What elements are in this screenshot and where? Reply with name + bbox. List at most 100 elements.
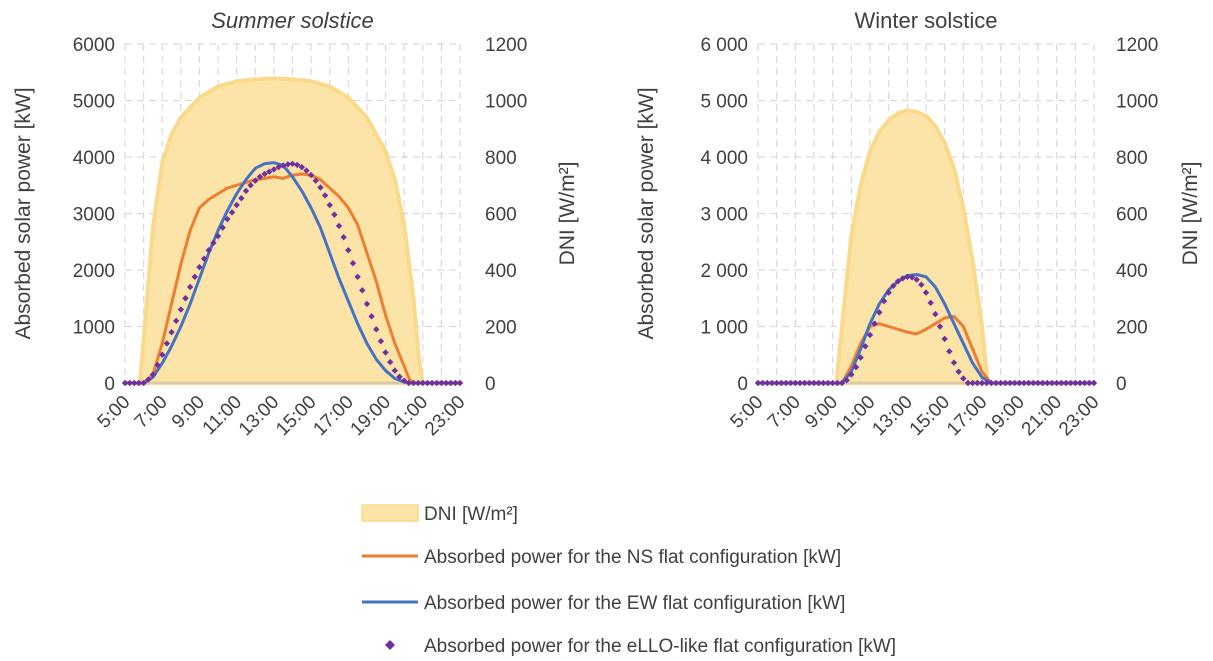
ello-point bbox=[880, 297, 888, 305]
ello-point bbox=[1086, 379, 1093, 387]
y-tick-label: 2 000 bbox=[700, 261, 748, 282]
ello-point bbox=[768, 379, 776, 387]
ello-point bbox=[186, 283, 194, 291]
ello-point bbox=[1081, 379, 1088, 387]
ello-point bbox=[913, 276, 920, 283]
y-tick-label: 3000 bbox=[73, 205, 115, 226]
ello-point bbox=[871, 320, 878, 327]
ello-point bbox=[820, 379, 827, 387]
y2-tick-label: 1200 bbox=[485, 35, 527, 56]
ello-point bbox=[396, 373, 403, 380]
ello-point bbox=[126, 379, 133, 387]
y2-tick-label: 400 bbox=[485, 261, 517, 282]
y2-tick-label: 600 bbox=[1116, 205, 1148, 226]
y2-tick-label: 0 bbox=[1116, 374, 1127, 395]
ello-point bbox=[764, 379, 771, 387]
legend-label: Absorbed power for the EW flat configura… bbox=[424, 593, 845, 614]
ello-point bbox=[205, 247, 212, 254]
ello-point bbox=[796, 379, 804, 387]
y-tick-label: 0 bbox=[737, 374, 748, 395]
ello-point bbox=[140, 379, 147, 387]
ello-point bbox=[321, 192, 329, 199]
ns-flat-line bbox=[125, 172, 460, 385]
ello-point bbox=[936, 323, 944, 330]
y2-tick-label: 800 bbox=[485, 148, 517, 169]
ello-point bbox=[410, 379, 417, 387]
ello-point bbox=[904, 273, 911, 280]
ello-point bbox=[191, 273, 198, 280]
ello-point bbox=[876, 309, 883, 316]
y2-tick-label: 1000 bbox=[485, 92, 527, 113]
ello-point bbox=[843, 376, 850, 384]
x-tick-label: 19:00 bbox=[347, 392, 395, 440]
x-tick-label: 23:00 bbox=[1055, 392, 1103, 440]
y-tick-label: 5000 bbox=[73, 92, 115, 113]
ello-point bbox=[256, 173, 264, 180]
ello-point bbox=[242, 187, 250, 195]
ello-point bbox=[964, 379, 972, 387]
y2-tick-label: 1200 bbox=[1116, 35, 1158, 56]
y-tick-label: 6000 bbox=[73, 35, 115, 56]
dni-area bbox=[756, 108, 1096, 385]
ello-point bbox=[773, 379, 780, 387]
x-tick-label: 23:00 bbox=[421, 392, 469, 440]
ello-point bbox=[391, 367, 399, 374]
ello-point bbox=[168, 328, 175, 336]
ello-point bbox=[852, 363, 860, 371]
ello-point bbox=[335, 222, 343, 230]
ello-point bbox=[363, 300, 371, 308]
x-tick-label: 15:00 bbox=[272, 392, 320, 440]
x-tick-label: 17:00 bbox=[309, 392, 357, 440]
ello-point bbox=[1020, 379, 1028, 387]
ello-point bbox=[303, 167, 310, 174]
ello-point bbox=[438, 379, 445, 387]
ello-point bbox=[312, 177, 319, 184]
ello-point bbox=[159, 351, 166, 358]
ello-point bbox=[890, 282, 897, 290]
ello-point bbox=[219, 224, 226, 231]
y2-tick-label: 400 bbox=[1116, 261, 1148, 282]
chart-winter-solstice: 0 1 000 2 000 3 000 4 000 5 000 6 000 0 200 400 60… bbox=[635, 8, 1202, 440]
ello-point bbox=[307, 171, 315, 179]
ello-point bbox=[978, 379, 986, 387]
y-tick-label: 1000 bbox=[73, 318, 115, 339]
ello-point bbox=[922, 289, 930, 296]
y2-tick-label: 1000 bbox=[1116, 92, 1158, 113]
ello-point bbox=[974, 379, 981, 387]
ello-point bbox=[270, 166, 278, 173]
x-tick-label: 19:00 bbox=[980, 392, 1028, 440]
ello-point bbox=[145, 376, 152, 383]
ello-point bbox=[946, 348, 953, 355]
ello-point bbox=[298, 163, 306, 171]
ello-point bbox=[354, 273, 361, 280]
y-tick-label: 5 000 bbox=[700, 92, 748, 113]
x-tick-label: 21:00 bbox=[1018, 392, 1066, 440]
ello-point bbox=[228, 209, 236, 216]
ello-point bbox=[759, 379, 766, 387]
ello-point bbox=[806, 379, 813, 387]
ello-point bbox=[428, 379, 436, 387]
ello-point bbox=[387, 358, 394, 366]
legend-label: DNI [W/m²] bbox=[424, 504, 518, 525]
ello-point bbox=[1011, 379, 1018, 387]
ello-point bbox=[950, 359, 958, 366]
ello-point bbox=[885, 289, 892, 296]
ello-point bbox=[340, 234, 347, 241]
y-tick-label: 4 000 bbox=[700, 148, 748, 169]
ello-point bbox=[200, 255, 208, 262]
ello-point bbox=[801, 379, 808, 387]
y-axis-label: Absorbed solar power [kW] bbox=[635, 87, 658, 339]
ello-point bbox=[1048, 379, 1056, 387]
ello-point bbox=[247, 182, 254, 189]
y-tick-label: 6 000 bbox=[700, 35, 748, 56]
y2-axis-label: DNI [W/m²] bbox=[556, 162, 579, 266]
legend: DNI [W/m²] Absorbed power for the NS flat… bbox=[361, 504, 896, 657]
ello-point bbox=[1067, 379, 1074, 387]
ello-point bbox=[400, 377, 408, 384]
ello-point bbox=[955, 368, 962, 375]
ello-point bbox=[405, 379, 413, 387]
legend-swatch-dni bbox=[361, 504, 419, 522]
x-tick-label: 13:00 bbox=[235, 392, 283, 440]
ello-point bbox=[1002, 379, 1009, 387]
ello-point bbox=[359, 287, 366, 294]
